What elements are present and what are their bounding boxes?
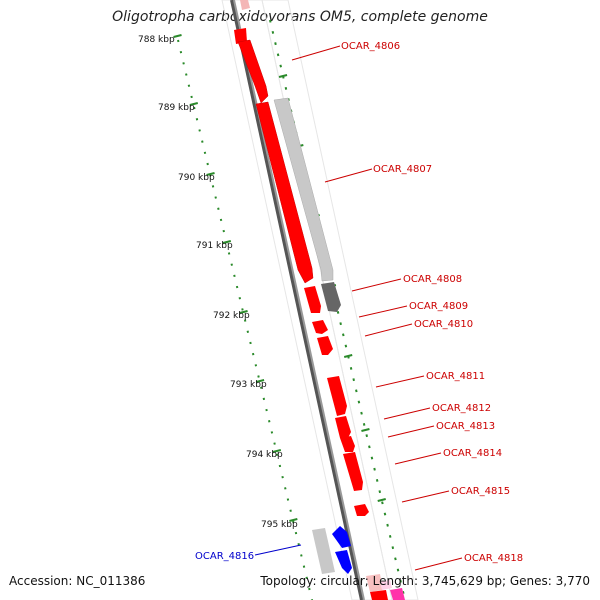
- ruler-major-tick: [206, 172, 215, 176]
- gene-feature[interactable]: [335, 416, 351, 438]
- gene-feature[interactable]: [354, 504, 369, 516]
- gene-feature[interactable]: [312, 320, 328, 334]
- gene-features: [234, 0, 405, 600]
- ruler-dot: [396, 568, 400, 572]
- genome-summary-text: Topology: circular; Length: 3,745,629 bp…: [260, 574, 590, 588]
- gene-feature[interactable]: [343, 452, 363, 491]
- gene-feature[interactable]: [380, 580, 392, 590]
- ruler-left: [173, 34, 314, 600]
- gene-label-ocar-4807[interactable]: OCAR_4807: [373, 164, 432, 175]
- gene-label-ocar-4808[interactable]: OCAR_4808: [403, 274, 462, 285]
- ruler-dot: [394, 557, 397, 561]
- gene-label-ocar-4809[interactable]: OCAR_4809: [409, 301, 468, 312]
- ruler-dot: [386, 523, 389, 527]
- ruler-dot: [274, 42, 277, 46]
- ruler-labels: 788 kbp 789 kbp 790 kbp 791 kbp 792 kbp …: [138, 35, 298, 530]
- ruler-dot: [269, 19, 272, 23]
- kbp-label-792: 792 kbp: [213, 311, 250, 321]
- ruler-dot: [391, 546, 395, 550]
- kbp-label-790: 790 kbp: [178, 173, 215, 183]
- ruler-dot: [381, 501, 384, 505]
- gene-feature[interactable]: [321, 282, 341, 312]
- gene-feature[interactable]: [332, 526, 351, 548]
- ruler-major-tick: [343, 354, 353, 358]
- gene-label-ocar-4812[interactable]: OCAR_4812: [432, 403, 491, 414]
- gene-feature[interactable]: [390, 588, 405, 600]
- backbone: [230, 0, 365, 600]
- kbp-label-791: 791 kbp: [196, 241, 233, 251]
- ruler-major-tick: [239, 310, 248, 314]
- gene-label-ocar-4814[interactable]: OCAR_4814: [443, 448, 502, 459]
- ruler-major-tick: [377, 498, 386, 502]
- ruler-major-tick: [361, 428, 370, 432]
- ruler-dot: [344, 344, 348, 348]
- gene-feature[interactable]: [237, 39, 269, 104]
- gene-label-ocar-4818[interactable]: OCAR_4818: [464, 553, 523, 564]
- ruler-dot: [401, 591, 405, 594]
- gene-label-ocar-4816[interactable]: OCAR_4816: [195, 551, 254, 562]
- ruler-dot: [365, 434, 369, 438]
- accession-text: Accession: NC_011386: [9, 574, 146, 588]
- gene-label-ocar-4806[interactable]: OCAR_4806: [341, 41, 400, 52]
- label-leader-lines: [254, 45, 463, 571]
- ruler-major-tick: [189, 102, 199, 106]
- gene-label-ocar-4815[interactable]: OCAR_4815: [451, 486, 510, 497]
- ruler-dot: [357, 400, 361, 404]
- gene-feature[interactable]: [240, 0, 250, 10]
- gene-label-ocar-4813[interactable]: OCAR_4813: [436, 421, 495, 432]
- gene-label-ocar-4811[interactable]: OCAR_4811: [426, 371, 485, 382]
- ruler-major-tick: [272, 449, 282, 453]
- ruler-major-tick: [173, 34, 182, 38]
- ruler-dot: [375, 478, 379, 482]
- ruler-dot: [355, 389, 358, 393]
- ruler-dot: [349, 366, 353, 370]
- gene-feature[interactable]: [327, 376, 347, 416]
- gene-label-ocar-4810[interactable]: OCAR_4810: [414, 319, 473, 330]
- ruler-dot: [336, 310, 340, 314]
- gene-feature[interactable]: [335, 550, 352, 574]
- gene-feature[interactable]: [340, 436, 355, 452]
- kbp-label-789: 789 kbp: [158, 103, 195, 113]
- ruler-major-tick: [222, 240, 232, 244]
- gene-feature[interactable]: [234, 28, 247, 44]
- ruler-major-tick: [289, 518, 298, 522]
- ruler-major-tick: [278, 74, 288, 78]
- ruler-dot: [370, 456, 374, 460]
- ruler-dot: [342, 333, 345, 337]
- gene-feature[interactable]: [304, 286, 321, 313]
- kbp-label-793: 793 kbp: [230, 380, 267, 390]
- ruler-dot: [399, 579, 402, 583]
- lane-outlines: [221, 0, 419, 600]
- ruler-dot: [373, 467, 376, 471]
- gene-feature[interactable]: [312, 528, 335, 574]
- gene-feature[interactable]: [370, 590, 388, 600]
- ruler-dot: [339, 322, 342, 326]
- gene-feature[interactable]: [317, 336, 333, 355]
- ruler-dot: [352, 378, 355, 382]
- gene-feature[interactable]: [366, 574, 383, 592]
- ruler-dot: [279, 64, 282, 68]
- ruler-dot: [378, 490, 382, 494]
- ruler-dot: [368, 445, 371, 449]
- ruler-dot: [276, 53, 280, 57]
- ruler-dot: [360, 411, 363, 415]
- gene-feature[interactable]: [273, 97, 334, 282]
- kbp-label-794: 794 kbp: [246, 450, 283, 460]
- gene-feature[interactable]: [255, 101, 314, 284]
- gene-labels: OCAR_4806 OCAR_4807 OCAR_4808 OCAR_4809 …: [195, 41, 523, 564]
- ruler-dot: [383, 512, 387, 516]
- ruler-major-tick: [255, 379, 265, 383]
- ruler-dot: [362, 422, 366, 426]
- ruler-dot: [388, 535, 392, 538]
- kbp-label-795: 795 kbp: [261, 520, 298, 530]
- kbp-label-788: 788 kbp: [138, 35, 175, 45]
- map-title: Oligotropha carboxidovorans OM5, complet…: [112, 9, 488, 25]
- ruler-dot: [271, 30, 275, 34]
- ruler-dot: [284, 86, 288, 90]
